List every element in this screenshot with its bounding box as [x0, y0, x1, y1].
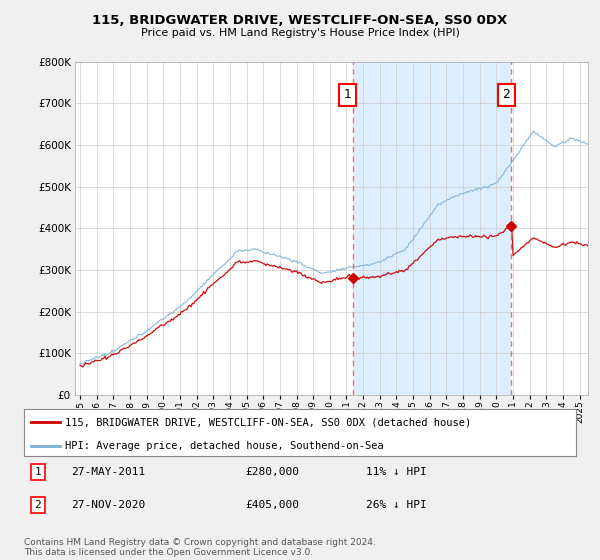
- Text: Contains HM Land Registry data © Crown copyright and database right 2024.
This d: Contains HM Land Registry data © Crown c…: [24, 538, 376, 557]
- Text: 115, BRIDGWATER DRIVE, WESTCLIFF-ON-SEA, SS0 0DX: 115, BRIDGWATER DRIVE, WESTCLIFF-ON-SEA,…: [92, 14, 508, 27]
- Text: 1: 1: [34, 467, 41, 477]
- Text: 27-MAY-2011: 27-MAY-2011: [71, 467, 145, 477]
- Text: 11% ↓ HPI: 11% ↓ HPI: [366, 467, 427, 477]
- Text: 2: 2: [34, 500, 41, 510]
- Text: 26% ↓ HPI: 26% ↓ HPI: [366, 500, 427, 510]
- Bar: [571, 62, 588, 395]
- Text: HPI: Average price, detached house, Southend-on-Sea: HPI: Average price, detached house, Sout…: [65, 441, 384, 451]
- Text: 2: 2: [502, 88, 511, 101]
- Text: 115, BRIDGWATER DRIVE, WESTCLIFF-ON-SEA, SS0 0DX (detached house): 115, BRIDGWATER DRIVE, WESTCLIFF-ON-SEA,…: [65, 417, 472, 427]
- Text: £280,000: £280,000: [245, 467, 299, 477]
- Bar: [353, 62, 511, 395]
- Text: £405,000: £405,000: [245, 500, 299, 510]
- Text: Price paid vs. HM Land Registry's House Price Index (HPI): Price paid vs. HM Land Registry's House …: [140, 28, 460, 38]
- Text: 1: 1: [344, 88, 352, 101]
- Text: 27-NOV-2020: 27-NOV-2020: [71, 500, 145, 510]
